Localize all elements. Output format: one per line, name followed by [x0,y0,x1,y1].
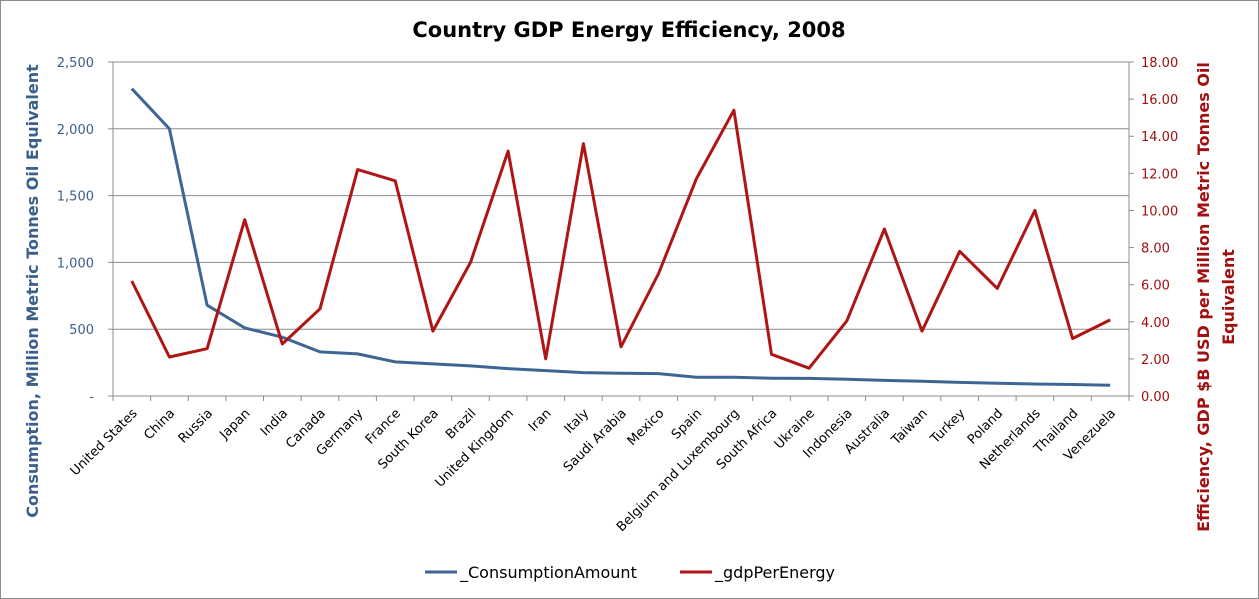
left-axis-ticks: - 500 1,000 1,500 2,000 2,500 [57,56,113,405]
right-tick-label: 10.00 [1141,204,1178,219]
category-label: Italy [562,406,593,437]
left-tick-label: 2,000 [57,123,94,138]
category-label: Spain [669,406,705,442]
plot-area [112,61,1130,397]
right-tick-label: 8.00 [1141,242,1170,257]
category-label: Japan [217,406,254,443]
left-tick-label: 1,000 [57,256,94,271]
series-line-gdp-per-energy [130,108,1111,370]
legend-label-consumption: _ConsumptionAmount [459,563,637,583]
series-line-consumption [130,87,1111,387]
right-tick-label: 6.00 [1141,279,1170,294]
legend: _ConsumptionAmount _gdpPerEnergy [425,563,835,583]
right-tick-label: 0.00 [1141,390,1170,405]
right-axis-title-line-1: Efficiency, GDP $B USD per Million Metri… [1194,62,1213,532]
series-lines [130,87,1111,387]
right-tick-label: 4.00 [1141,316,1170,331]
right-tick-label: 12.00 [1141,167,1178,182]
category-label: India [258,406,291,439]
category-label: Mexico [625,406,668,449]
category-label: Iran [526,406,555,435]
left-tick-label: 500 [69,323,94,338]
category-label: Taiwan [888,406,931,449]
category-label: China [141,406,178,443]
left-tick-label: 2,500 [57,56,94,71]
legend-label-gdp-per-energy: _gdpPerEnergy [714,563,835,583]
category-label: Russia [176,406,216,446]
x-axis-ticks [112,396,1130,401]
left-tick-label: 1,500 [57,190,94,205]
category-label: Brazil [443,406,479,442]
category-label: Turkey [927,406,968,447]
right-tick-label: 14.00 [1141,130,1178,145]
left-axis-title: Consumption, Million Metric Tonnes Oil E… [23,64,42,518]
right-axis-title-line-2: Equivalent [1219,249,1238,345]
chart-title: Country GDP Energy Efficiency, 2008 [412,18,845,42]
right-tick-label: 2.00 [1141,353,1170,368]
right-tick-label: 16.00 [1141,93,1178,108]
right-tick-label: 18.00 [1141,56,1178,71]
right-axis-ticks: 0.00 2.00 4.00 6.00 8.00 10.00 12.00 14.00 16.00… [1129,56,1178,405]
category-label: United States [68,406,141,479]
left-tick-label: - [89,390,94,405]
